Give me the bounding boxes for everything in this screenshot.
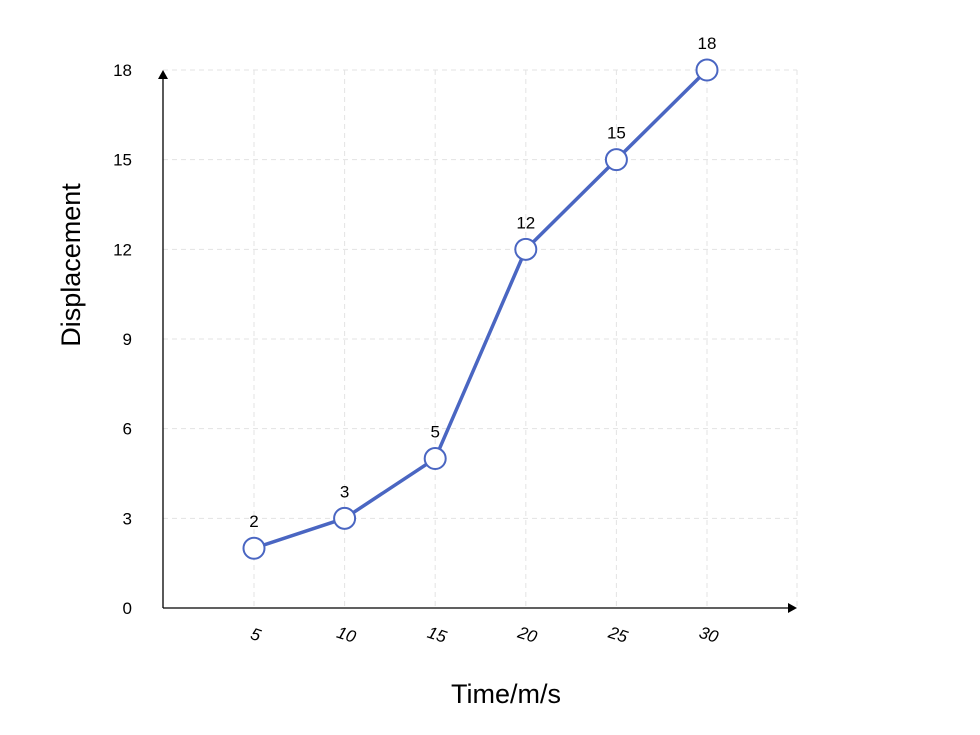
- x-tick-label: 20: [515, 623, 540, 647]
- grid: [163, 69, 798, 608]
- axes: [158, 70, 797, 613]
- y-axis-arrow-icon: [158, 70, 168, 79]
- y-tick-label: 9: [123, 330, 132, 349]
- x-tick-label: 30: [697, 623, 721, 647]
- data-label: 5: [430, 423, 439, 442]
- data-label: 2: [249, 512, 258, 531]
- y-tick-label: 6: [123, 420, 132, 439]
- x-tick-label: 15: [425, 623, 449, 647]
- data-point: [604, 148, 628, 172]
- y-tick-label: 18: [113, 61, 132, 80]
- data-label: 12: [516, 213, 535, 232]
- x-tick-label: 5: [248, 624, 263, 645]
- y-tick-label: 0: [123, 599, 132, 618]
- data-label: 3: [340, 482, 349, 501]
- y-tick-label: 12: [113, 240, 132, 259]
- x-axis-arrow-icon: [788, 603, 797, 613]
- data-label: 18: [698, 34, 717, 53]
- data-point: [333, 506, 357, 530]
- x-tick-label: 25: [605, 623, 630, 647]
- data-point: [695, 58, 719, 82]
- series-line-0: [252, 68, 709, 550]
- y-tick-label: 3: [123, 509, 132, 528]
- data-point: [514, 237, 538, 261]
- y-tick-label: 15: [113, 151, 132, 170]
- x-tick-label: 10: [334, 623, 358, 647]
- data-label: 15: [607, 124, 626, 143]
- series-layer: [242, 58, 719, 560]
- x-axis-title: Time/m/s: [451, 679, 561, 709]
- data-point: [423, 447, 447, 471]
- y-axis-title: Displacement: [56, 183, 86, 347]
- data-point: [242, 536, 266, 560]
